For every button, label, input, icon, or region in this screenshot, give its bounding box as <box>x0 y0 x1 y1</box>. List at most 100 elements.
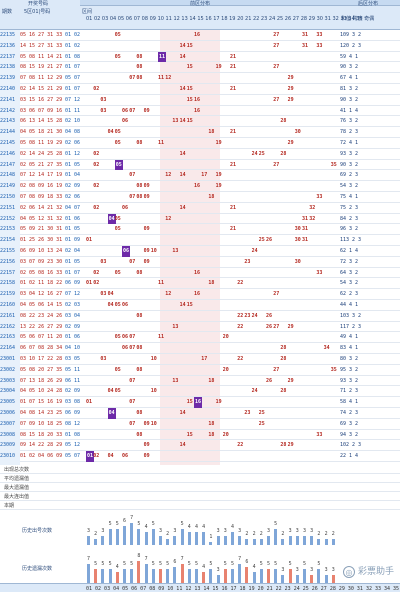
chart-bar <box>238 563 242 583</box>
row-back-numbers: 05 12 <box>65 442 80 449</box>
drawn-number: 14 <box>179 442 186 449</box>
row-back-numbers: 03 04 <box>65 312 80 319</box>
drawn-number: 16 <box>194 291 201 298</box>
drawn-number: 25 <box>258 150 265 157</box>
app-logo-icon: ◎ <box>342 566 355 578</box>
row-back-numbers: 01 05 <box>65 258 80 265</box>
table-row: 22135 05 16 27 31 33 01 02 05 16 27 31 33 109 3 … <box>0 30 400 41</box>
chart-bar <box>288 569 292 583</box>
row-period: 22136 <box>0 40 20 52</box>
chart-bar-value: 2 <box>94 530 98 537</box>
row-stats: 90 3 2 <box>340 96 359 103</box>
drawn-number: 03 <box>100 107 107 114</box>
row-period: 22140 <box>0 84 20 95</box>
table-row: 22136 14 15 27 31 33 01 02 14 15 27 31 33 120 2 … <box>0 40 400 52</box>
drawn-number: 13 <box>172 248 179 254</box>
drawn-number: 27 <box>273 96 280 103</box>
drawn-number: 02 <box>93 150 100 157</box>
drawn-number: 14 <box>179 53 186 60</box>
chart-bar-value: 3 <box>331 566 335 573</box>
chart-bar-value: 3 <box>295 527 299 534</box>
table-row: 23007 07 09 10 18 25 08 12 07 09 10 18 25 69 3 2 <box>0 418 400 430</box>
row-front-numbers: 07 12 14 17 19 <box>20 172 63 179</box>
chart-bar-value: 3 <box>86 527 90 534</box>
row-period: 22159 <box>0 289 20 300</box>
drawn-number: 15 <box>186 64 193 71</box>
drawn-number: 19 <box>215 64 222 71</box>
footer-row-cur: 最大连出值 <box>0 492 400 501</box>
drawn-number: 12 <box>165 215 172 222</box>
chart-bar <box>267 569 270 583</box>
drawn-number: 16 <box>194 96 201 103</box>
chart-bar <box>281 538 285 545</box>
drawn-number: 09 <box>143 453 150 460</box>
chart-bar <box>238 535 242 545</box>
drawn-number: 02 <box>93 161 100 168</box>
drawn-number: 33 <box>316 32 323 38</box>
table-row: 23006 04 08 14 23 25 06 09 04 08 14 23 25 74 2 3 <box>0 408 400 419</box>
chart-bar-value: 5 <box>151 561 155 568</box>
chart-bar-value: 5 <box>317 561 321 568</box>
drawn-number: 08 <box>136 183 143 190</box>
drawn-number: 01 <box>86 237 93 244</box>
footer-axis: 01 02 03 04 05 06 07 08 09 10 11 12 13 1… <box>0 583 400 592</box>
chart-bar-value: 2 <box>245 530 249 537</box>
row-back-numbers: 08 12 <box>65 420 80 427</box>
drawn-number: 14 <box>179 42 186 49</box>
table-row: 23009 09 14 22 28 29 05 12 09 14 22 28 29 102 2 … <box>0 440 400 452</box>
drawn-number: 31 <box>302 32 309 38</box>
table-row: 22156 03 07 09 23 30 01 05 03 07 09 23 30 72 3 2 <box>0 256 400 268</box>
drawn-number: 09 <box>143 442 150 449</box>
watermark: ◎ 彩票助手 <box>342 566 394 578</box>
chart-bar <box>310 574 314 583</box>
chart-bar-value: 5 <box>108 561 112 568</box>
chart-bar <box>245 538 249 545</box>
table-row: 23005 01 07 15 16 19 03 08 01 07 15 16 19 58 4 1 <box>0 397 400 408</box>
table-header: 期数 5区01|号码 开奖号码 区间 前区分布 后区分布 01 02 03 04… <box>0 0 400 30</box>
row-period: 22153 <box>0 224 20 236</box>
chart-bar <box>231 532 234 545</box>
drawn-number: 05 <box>114 215 121 222</box>
chart-bar <box>324 574 328 583</box>
row-stats: 90 3 2 <box>340 161 359 168</box>
drawn-number: 07 <box>129 399 136 406</box>
row-period: 22139 <box>0 73 20 84</box>
drawn-number: 21 <box>230 64 237 71</box>
row-period: 22151 <box>0 202 20 214</box>
table-row: 23002 05 08 20 27 35 05 11 05 08 20 27 35 95 3 2 <box>0 364 400 376</box>
row-front-numbers: 02 14 15 21 29 <box>20 86 63 92</box>
row-front-numbers: 03 10 17 22 28 <box>20 356 63 362</box>
row-period: 22152 <box>0 213 20 225</box>
row-stats: 113 2 3 <box>340 237 362 244</box>
drawn-number: 29 <box>287 377 294 384</box>
chart-bar <box>274 529 278 545</box>
row-back-numbers: 02 09 <box>65 323 80 330</box>
row-back-numbers: 02 06 <box>65 140 80 146</box>
row-back-numbers: 01 07 <box>65 86 80 92</box>
drawn-number: 04 <box>107 453 114 460</box>
drawn-number: 23 <box>244 410 251 416</box>
row-period: 22147 <box>0 159 20 171</box>
chart-bar-value: 3 <box>266 527 270 534</box>
col-period-label: 期数 <box>2 9 13 15</box>
drawn-number: 15 <box>186 96 193 103</box>
row-period: 23001 <box>0 354 20 365</box>
drawn-number: 09 <box>143 194 150 200</box>
chart-bar <box>259 538 263 545</box>
chart-bar <box>130 569 134 583</box>
row-stats: 95 3 2 <box>340 366 359 373</box>
row-stats: 22 1 4 <box>340 453 359 460</box>
drawn-number: 15 <box>186 302 193 308</box>
row-back-numbers: 04 07 <box>65 204 80 211</box>
drawn-number: 15 <box>186 431 193 438</box>
chart-bar-value: 5 <box>302 561 306 568</box>
drawn-number: 20 <box>222 431 229 438</box>
chart-bar <box>223 535 227 545</box>
drawn-number: 11 <box>158 280 165 287</box>
drawn-number: 29 <box>287 96 294 103</box>
row-stats: 75 2 3 <box>340 204 359 211</box>
chart-bar <box>159 535 162 545</box>
row-stats: 83 4 1 <box>340 345 359 352</box>
drawn-number: 27 <box>273 161 280 168</box>
drawn-number: 18 <box>208 377 215 384</box>
